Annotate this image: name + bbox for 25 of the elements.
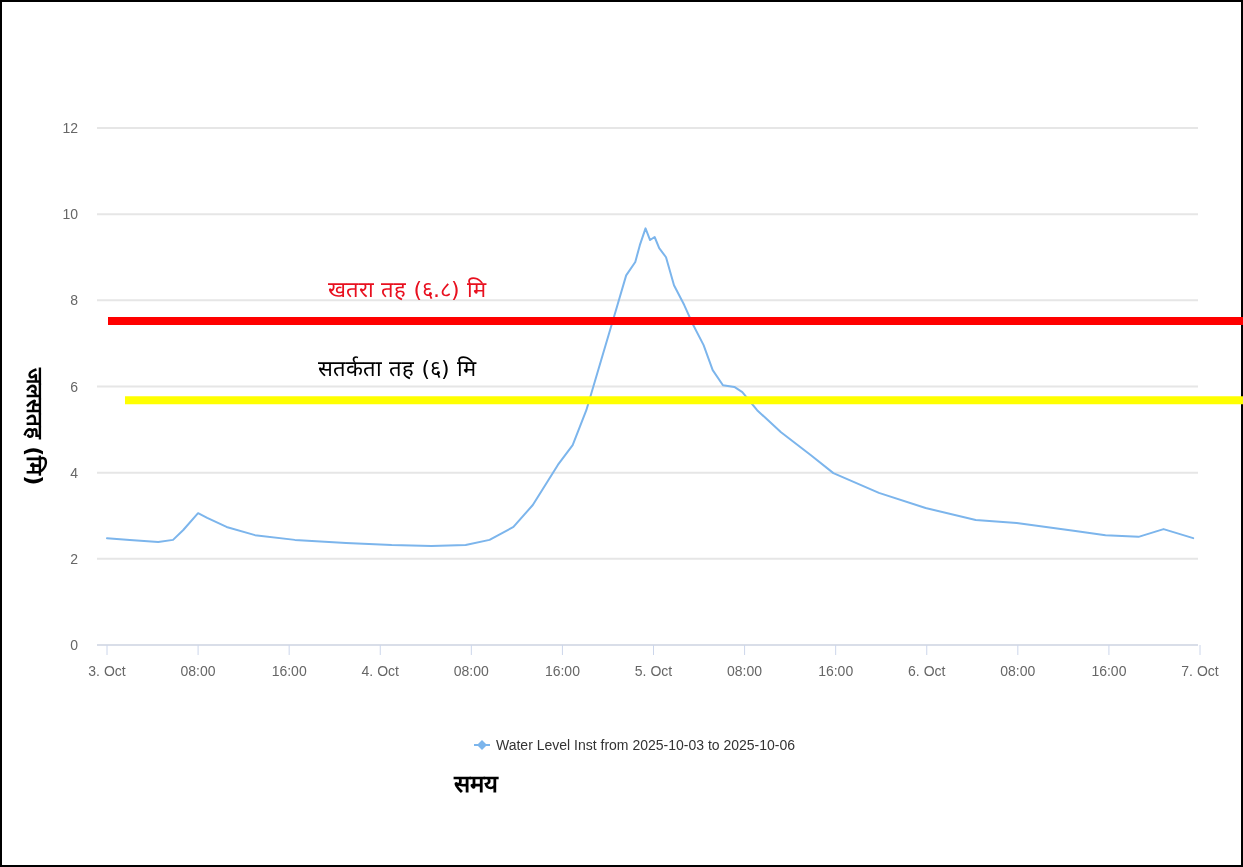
x-tick-label: 7. Oct bbox=[1181, 663, 1219, 679]
ref-line-label: सतर्कता तह (६) मि bbox=[318, 356, 477, 382]
x-tick-label: 08:00 bbox=[180, 663, 216, 679]
x-tick-label: 08:00 bbox=[727, 663, 763, 679]
x-tick-label: 16:00 bbox=[1091, 663, 1127, 679]
x-tick-label: 16:00 bbox=[544, 663, 581, 679]
legend: Water Level Inst from 2025-10-03 to 2025-10-06 bbox=[473, 737, 796, 753]
y-tick-label: 2 bbox=[70, 550, 79, 567]
x-tick-label: 08:00 bbox=[1000, 663, 1036, 679]
x-tick-label: 5. Oct bbox=[634, 663, 673, 679]
y-tick-label: 0 bbox=[70, 637, 79, 653]
y-tick-label: 12 bbox=[62, 120, 79, 136]
ref-line-label: खतरा तह (६.८) मि bbox=[328, 277, 487, 303]
x-axis-title: समय bbox=[453, 770, 499, 798]
x-tick-label: 6. Oct bbox=[908, 663, 946, 679]
y-tick-label: 8 bbox=[70, 292, 79, 309]
y-tick-label: 10 bbox=[62, 206, 79, 223]
y-axis-title: जलसतह (मि) bbox=[22, 366, 48, 486]
y-tick-label: 4 bbox=[70, 464, 79, 481]
x-tick-label: 3. Oct bbox=[88, 663, 126, 679]
x-tick-label: 08:00 bbox=[453, 663, 490, 679]
x-tick-label: 16:00 bbox=[818, 663, 854, 679]
x-tick-label: 4. Oct bbox=[361, 663, 400, 679]
y-tick-label: 6 bbox=[70, 378, 79, 395]
x-tick-label: 16:00 bbox=[271, 663, 307, 679]
